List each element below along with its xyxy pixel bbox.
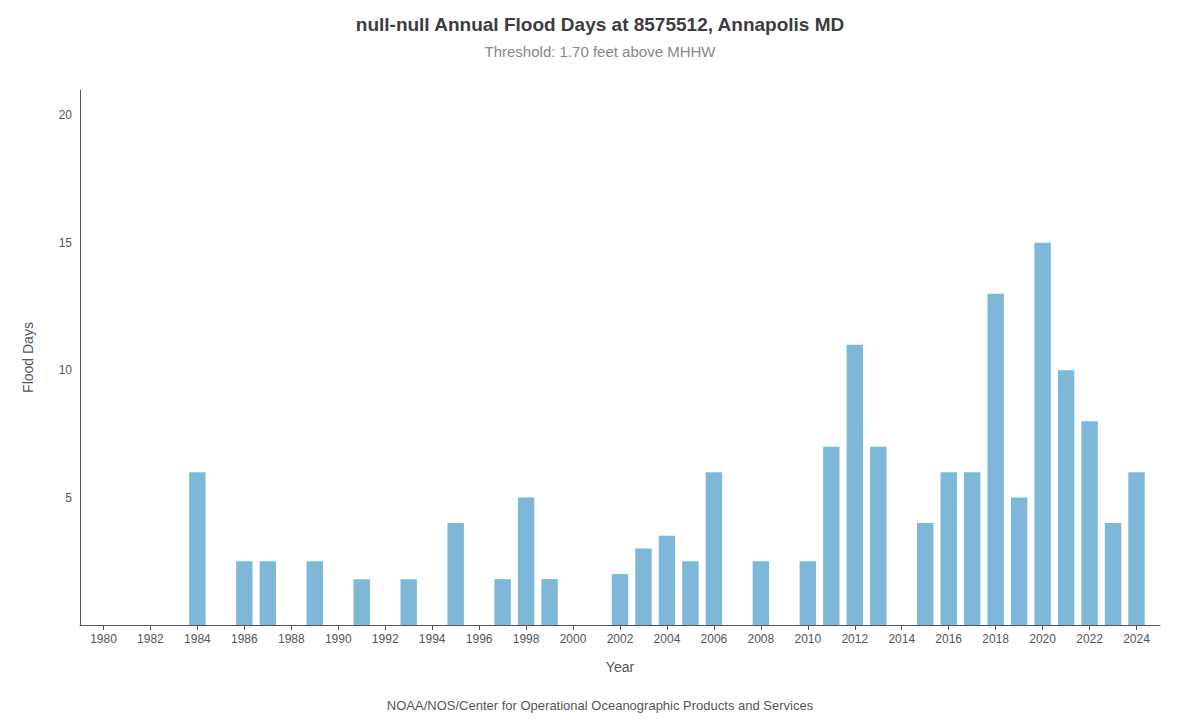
svg-text:1992: 1992 — [372, 632, 399, 646]
svg-text:Year: Year — [606, 659, 635, 675]
svg-text:null-null Annual Flood Days at: null-null Annual Flood Days at 8575512, … — [356, 14, 844, 35]
svg-text:2000: 2000 — [560, 632, 587, 646]
svg-text:1998: 1998 — [513, 632, 540, 646]
svg-text:2018: 2018 — [982, 632, 1009, 646]
svg-text:10: 10 — [59, 363, 73, 377]
svg-text:NOAA/NOS/Center for Operationa: NOAA/NOS/Center for Operational Oceanogr… — [387, 698, 814, 713]
svg-text:1982: 1982 — [137, 632, 164, 646]
svg-text:1988: 1988 — [278, 632, 305, 646]
svg-text:2016: 2016 — [935, 632, 962, 646]
svg-text:1996: 1996 — [466, 632, 493, 646]
svg-text:20: 20 — [59, 108, 73, 122]
svg-text:Threshold: 1.70 feet above MHH: Threshold: 1.70 feet above MHHW — [485, 43, 717, 60]
svg-text:15: 15 — [59, 236, 73, 250]
svg-text:2004: 2004 — [654, 632, 681, 646]
svg-text:Flood Days: Flood Days — [20, 322, 36, 393]
svg-text:2002: 2002 — [607, 632, 634, 646]
svg-text:2008: 2008 — [748, 632, 775, 646]
svg-text:1980: 1980 — [90, 632, 117, 646]
svg-text:2020: 2020 — [1029, 632, 1056, 646]
svg-text:1990: 1990 — [325, 632, 352, 646]
svg-text:2010: 2010 — [794, 632, 821, 646]
svg-text:2024: 2024 — [1123, 632, 1150, 646]
svg-text:5: 5 — [65, 491, 72, 505]
svg-text:1994: 1994 — [419, 632, 446, 646]
svg-text:2012: 2012 — [841, 632, 868, 646]
svg-text:2006: 2006 — [701, 632, 728, 646]
svg-text:2014: 2014 — [888, 632, 915, 646]
svg-text:2022: 2022 — [1076, 632, 1103, 646]
svg-text:1984: 1984 — [184, 632, 211, 646]
svg-text:1986: 1986 — [231, 632, 258, 646]
